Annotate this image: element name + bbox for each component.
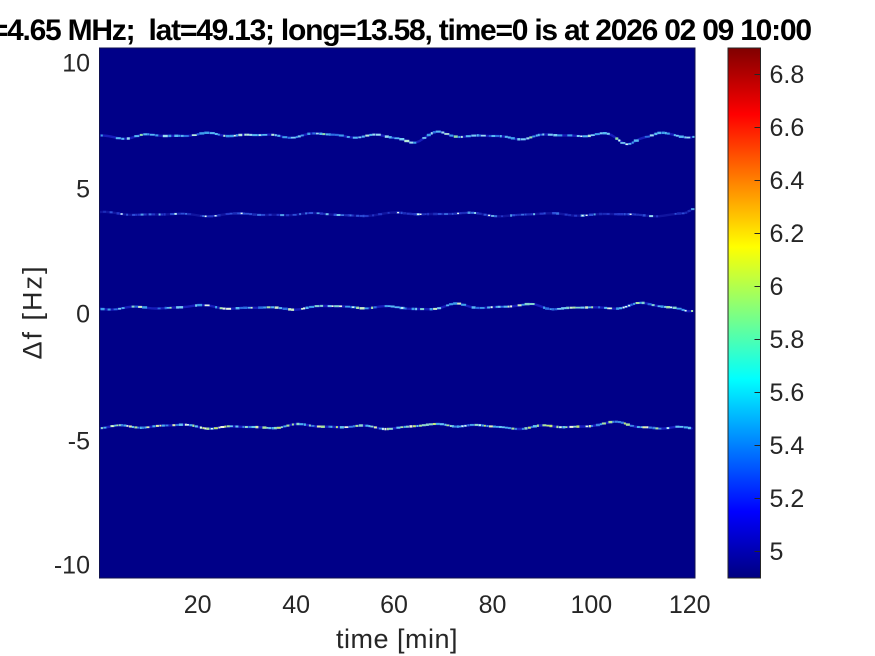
svg-text:6.6: 6.6 (770, 114, 805, 142)
svg-text:5.6: 5.6 (770, 379, 805, 407)
svg-text:5: 5 (770, 538, 784, 566)
svg-text:6.2: 6.2 (770, 220, 805, 248)
svg-text:5: 5 (76, 175, 90, 203)
svg-text:100: 100 (570, 591, 612, 619)
svg-text:60: 60 (380, 591, 408, 619)
svg-text:5.2: 5.2 (770, 485, 805, 513)
svg-text:6.8: 6.8 (770, 61, 805, 89)
svg-text:time [min]: time [min] (336, 624, 458, 654)
svg-text:f=4.65 MHz; lat=49.13; long=1: f=4.65 MHz; lat=49.13; long=13.58, time=… (0, 14, 812, 47)
svg-text:0: 0 (76, 301, 90, 329)
svg-text:120: 120 (669, 591, 711, 619)
svg-text:6.4: 6.4 (770, 167, 805, 195)
svg-text:10: 10 (62, 50, 90, 78)
svg-text:80: 80 (479, 591, 507, 619)
svg-text:5.4: 5.4 (770, 432, 805, 460)
svg-text:6: 6 (770, 273, 784, 301)
svg-text:20: 20 (184, 591, 212, 619)
svg-text:-10: -10 (54, 551, 90, 579)
svg-text:40: 40 (282, 591, 310, 619)
svg-text:-5: -5 (68, 427, 90, 455)
svg-text:5.8: 5.8 (770, 326, 805, 354)
svg-text:Δf [Hz]: Δf [Hz] (18, 264, 48, 359)
